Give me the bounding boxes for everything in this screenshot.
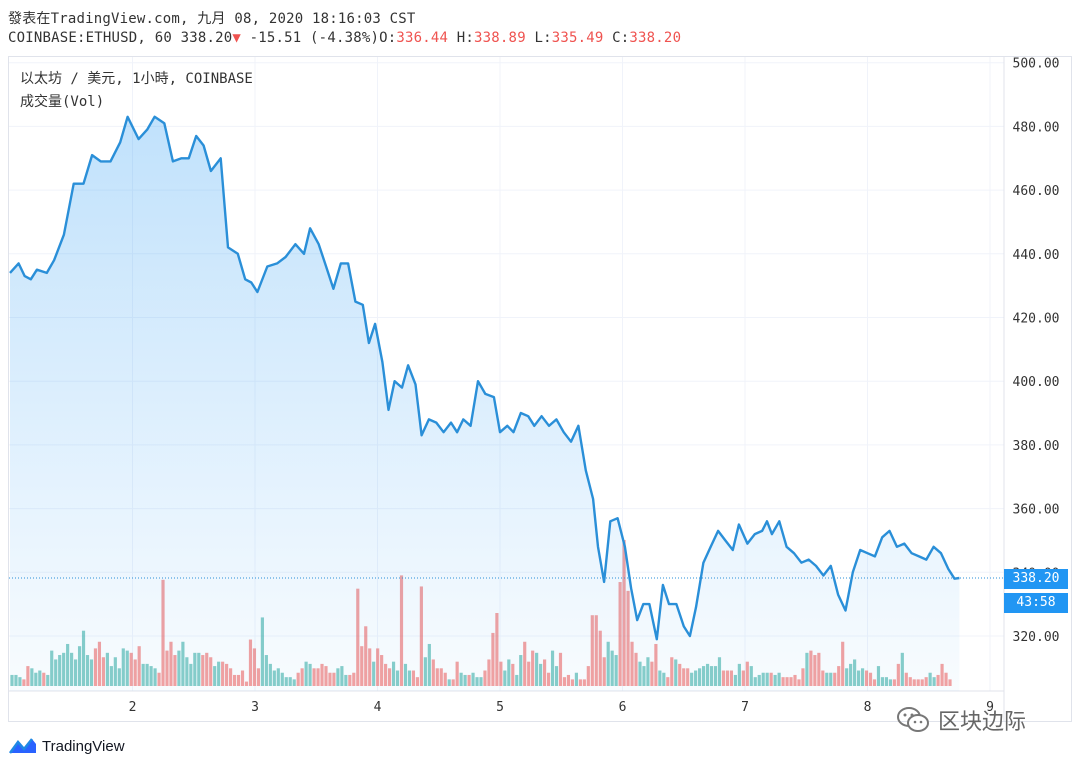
published-line: 發表在TradingView.com, 九月 08, 2020 18:16:03…: [8, 8, 416, 28]
y-tick-label: 480.00: [1013, 120, 1060, 135]
wechat-icon: [897, 707, 929, 732]
countdown-badge: 43:58: [1004, 593, 1068, 613]
down-arrow-icon: ▼: [232, 30, 242, 46]
price-line: [9, 115, 960, 641]
y-tick-label: 380.00: [1013, 439, 1060, 454]
x-tick-label: 4: [374, 700, 382, 715]
chart-frame[interactable]: [8, 56, 1072, 722]
x-tick-label: 8: [864, 700, 872, 715]
y-tick-label: 420.00: [1013, 312, 1060, 327]
high-label: H:: [456, 30, 475, 46]
y-tick-label: 500.00: [1013, 57, 1060, 72]
low-label: L:: [534, 30, 552, 46]
watermark: 区块边际: [896, 704, 1026, 736]
x-tick-label: 9: [986, 700, 994, 715]
y-tick-label: 440.00: [1013, 248, 1060, 263]
tradingview-logo[interactable]: TradingView: [8, 736, 125, 756]
price-area-fill: [10, 116, 960, 692]
change-text: -15.51 (-4.38%): [249, 30, 380, 46]
open-label: O:: [379, 30, 397, 46]
open-value: 336.44: [396, 30, 449, 46]
tradingview-brand-text: TradingView: [42, 737, 125, 755]
y-tick-label: 400.00: [1013, 375, 1060, 390]
symbol-text: COINBASE:ETHUSD, 60: [8, 30, 172, 46]
published-text: 發表在TradingView.com, 九月 08, 2020 18:16:03…: [8, 11, 416, 27]
volume-legend[interactable]: 成交量(Vol): [20, 94, 105, 110]
last-price-text: 338.20: [180, 30, 233, 46]
y-tick-label: 360.00: [1013, 503, 1060, 518]
high-value: 338.89: [474, 30, 526, 46]
close-label: C:: [612, 30, 630, 46]
y-tick-label: 460.00: [1013, 184, 1060, 199]
y-tick-label: 320.00: [1013, 630, 1060, 645]
x-tick-label: 6: [619, 700, 627, 715]
low-value: 335.49: [551, 30, 604, 46]
x-tick-label: 5: [496, 700, 504, 715]
watermark-text: 区块边际: [938, 710, 1027, 735]
x-tick-label: 2: [129, 700, 137, 715]
close-value: 338.20: [629, 30, 682, 46]
last-price-badge: 338.20: [1004, 569, 1068, 589]
x-tick-label: 7: [741, 700, 749, 715]
x-tick-label: 3: [251, 700, 259, 715]
tradingview-logo-icon: [8, 738, 36, 754]
ohlc-line: COINBASE:ETHUSD, 60 338.20▼ -15.51 (-4.3…: [8, 30, 681, 46]
series-legend[interactable]: 以太坊 / 美元, 1小時, COINBASE: [20, 71, 253, 87]
